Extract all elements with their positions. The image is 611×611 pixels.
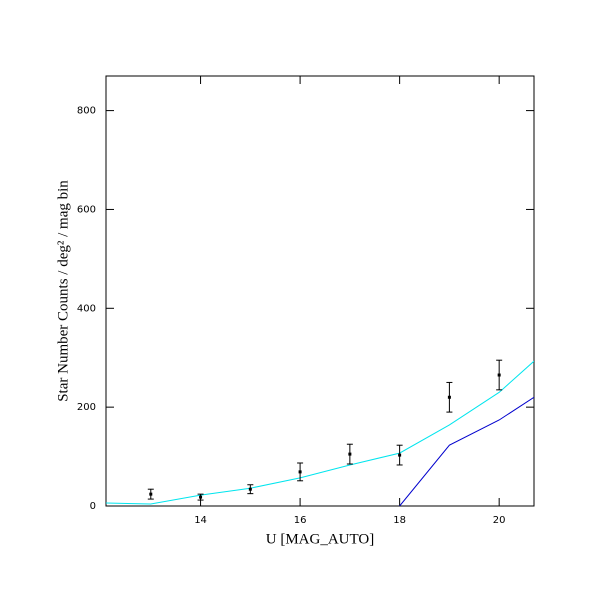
data-point <box>497 373 501 377</box>
data-point <box>398 453 402 457</box>
data-point <box>298 470 302 474</box>
y-tick-label: 0 <box>90 501 96 512</box>
x-tick-label: 18 <box>393 515 406 526</box>
x-tick-label: 16 <box>294 515 307 526</box>
model-line <box>106 360 534 505</box>
y-tick-label: 600 <box>77 204 96 215</box>
plot-frame <box>105 75 535 507</box>
x-tick-label: 14 <box>194 515 207 526</box>
x-tick-label: 20 <box>493 515 506 526</box>
data-point <box>199 495 203 499</box>
y-axis-label: Star Number Counts / deg² / mag bin <box>55 180 71 402</box>
y-tick-label: 400 <box>77 303 96 314</box>
data-point <box>248 487 252 491</box>
x-axis-label: U [MAG_AUTO] <box>266 531 374 547</box>
data-point <box>348 452 352 456</box>
y-tick-label: 800 <box>77 106 96 117</box>
y-tick-label: 200 <box>77 402 96 413</box>
data-point <box>149 492 153 496</box>
plot-area <box>106 359 534 506</box>
model-line <box>399 396 534 506</box>
data-point <box>447 395 451 399</box>
